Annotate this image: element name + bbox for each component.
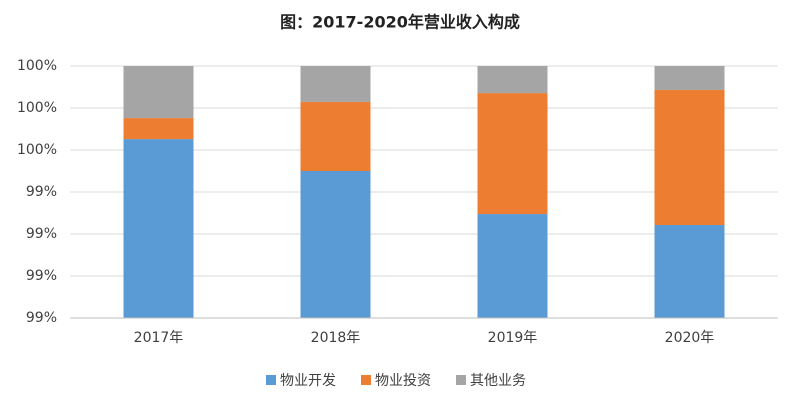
bar-segment <box>123 66 194 119</box>
y-tick-label: 99% <box>26 226 57 242</box>
x-tick-label: 2019年 <box>488 330 538 346</box>
legend-swatch <box>361 375 371 385</box>
bar-segment <box>477 93 548 215</box>
bar-segment <box>300 171 371 318</box>
legend-label: 其他业务 <box>470 373 526 389</box>
y-tick-label: 100% <box>17 142 57 158</box>
bar-segment <box>654 224 725 318</box>
x-tick-label: 2020年 <box>665 330 715 346</box>
bar-segment <box>300 66 371 102</box>
x-tick-label: 2018年 <box>311 330 361 346</box>
chart-title: 图：2017-2020年营业收入构成 <box>280 13 520 32</box>
bar-segment <box>477 214 548 318</box>
legend-swatch <box>266 375 276 385</box>
bar-segment <box>123 118 194 140</box>
legend-label: 物业投资 <box>375 373 431 389</box>
bar-segment <box>654 89 725 225</box>
y-tick-label: 100% <box>17 100 57 116</box>
x-tick-label: 2017年 <box>134 330 184 346</box>
y-tick-label: 99% <box>26 268 57 284</box>
bar-segment <box>654 66 725 90</box>
y-tick-label: 99% <box>26 310 57 326</box>
legend-swatch <box>456 375 466 385</box>
bar-segment <box>300 101 371 171</box>
y-tick-label: 100% <box>17 58 57 74</box>
bar-segment <box>123 139 194 318</box>
legend-label: 物业开发 <box>280 373 336 389</box>
y-tick-label: 99% <box>26 184 57 200</box>
bar-segment <box>477 66 548 94</box>
